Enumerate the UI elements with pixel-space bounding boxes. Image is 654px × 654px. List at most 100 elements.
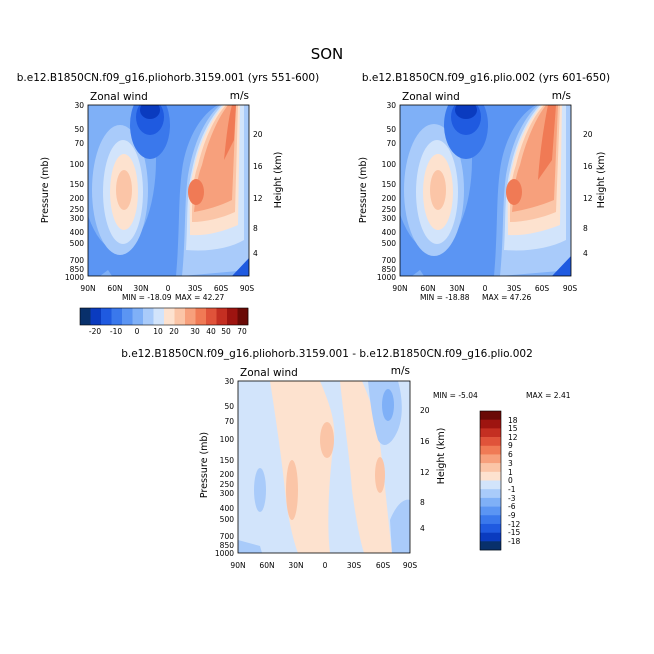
panel-diff: b.e12.B1850CN.f09_g16.pliohorb.3159.001 … — [121, 348, 571, 570]
panel-diff-ytick: 700 — [220, 532, 235, 541]
panel-b-y2tick: 12 — [583, 194, 593, 203]
panel-diff-y2tick: 4 — [420, 524, 425, 533]
panel-diff-ytick: 850 — [220, 541, 235, 550]
panel-b-ytick: 70 — [386, 139, 396, 148]
colorbar-top-label: 20 — [169, 327, 179, 336]
panel-a-ytick: 1000 — [65, 273, 84, 282]
panel-diff-ytick: 300 — [220, 489, 235, 498]
panel-a-y2tick: 20 — [253, 130, 263, 139]
colorbar-diff-swatch — [480, 428, 501, 438]
colorbar-diff-swatch — [480, 541, 501, 551]
panel-diff-title: b.e12.B1850CN.f09_g16.pliohorb.3159.001 … — [121, 348, 533, 360]
panel-b-y2tick: 4 — [583, 249, 588, 258]
colorbar-top-swatch — [216, 308, 228, 325]
panel-a-ytick: 850 — [70, 265, 85, 274]
colorbar-diff-swatch — [480, 463, 501, 473]
panel-a-ytick: 500 — [70, 239, 85, 248]
panel-a-ytick: 50 — [74, 125, 84, 134]
panel-a-title: b.e12.B1850CN.f09_g16.pliohorb.3159.001 … — [17, 72, 319, 84]
colorbar-diff-label: 15 — [508, 424, 518, 433]
panel-a-y2label: Height (km) — [273, 152, 284, 209]
colorbar-top-frame — [79, 307, 249, 326]
panel-b-xtick: 90N — [392, 284, 407, 293]
colorbar-top-labels: -20 -10 0 10 20 30 40 50 70 — [89, 327, 247, 336]
panel-b-max: MAX = 47.26 — [482, 293, 531, 302]
panel-diff-ytick: 100 — [220, 435, 235, 444]
panel-diff-min: MIN = -5.04 — [433, 391, 478, 400]
panel-diff-max: MAX = 2.41 — [526, 391, 571, 400]
panel-b-xtick: 60S — [535, 284, 550, 293]
colorbar-top-swatch — [111, 308, 123, 325]
colorbar-diff-swatch — [480, 411, 501, 420]
colorbar-diff-swatch — [480, 532, 501, 542]
panel-a-y2tick: 8 — [253, 224, 258, 233]
colorbar-diff-label: 0 — [508, 476, 513, 485]
panel-diff-ytick: 200 — [220, 470, 235, 479]
colorbar-top-label: 0 — [135, 327, 140, 336]
colorbar-diff-swatch — [480, 454, 501, 464]
panel-a-ytick: 700 — [70, 256, 85, 265]
panel-b-y2label: Height (km) — [596, 152, 607, 209]
panel-a-y2tick: 12 — [253, 194, 263, 203]
panel-diff-ytick: 150 — [220, 456, 235, 465]
colorbar-top-swatch — [132, 308, 144, 325]
panel-diff-left-label: Zonal wind — [240, 367, 298, 379]
panel-diff-xtick: 30S — [347, 561, 362, 570]
colorbar-diff-label: -6 — [508, 502, 516, 511]
panel-b-ytick: 100 — [382, 160, 397, 169]
panel-b-xtick: 60N — [420, 284, 435, 293]
colorbar-top-swatch — [122, 308, 133, 325]
panel-b-min: MIN = -18.88 — [420, 293, 470, 302]
panel-a-y2tick: 4 — [253, 249, 258, 258]
panel-b-y2-ticks: 20 16 12 8 4 — [583, 130, 593, 258]
panel-b-ytick: 850 — [382, 265, 397, 274]
panel-diff-y2tick: 12 — [420, 468, 430, 477]
colorbar-diff-swatches — [480, 411, 501, 551]
panel-diff-xtick: 30N — [288, 561, 303, 570]
panel-diff-xtick: 60N — [259, 561, 274, 570]
colorbar-diff-swatch — [480, 445, 501, 455]
colorbar-diff-label: 18 — [508, 416, 518, 425]
colorbar-top-swatches — [80, 308, 249, 325]
colorbar-top-label: 40 — [206, 327, 216, 336]
panel-a-ytick: 400 — [70, 228, 85, 237]
colorbar-diff-label: -12 — [508, 520, 520, 529]
colorbar-diff-swatch — [480, 489, 501, 499]
panel-diff-xtick: 0 — [323, 561, 328, 570]
colorbar-diff-swatch — [480, 523, 501, 533]
colorbar-diff-frame — [479, 410, 502, 551]
panel-b-y2tick: 20 — [583, 130, 593, 139]
colorbar-top-swatch — [227, 308, 238, 325]
colorbar-top-swatch — [164, 308, 175, 325]
panel-b-ytick: 300 — [382, 214, 397, 223]
panel-diff-xtick: 60S — [376, 561, 391, 570]
panel-diff-ylabel: Pressure (mb) — [199, 432, 210, 498]
panel-b-y2tick: 8 — [583, 224, 588, 233]
colorbar-top-swatch — [185, 308, 196, 325]
panel-diff-y2-ticks: 20 16 12 8 4 — [420, 406, 430, 533]
panel-diff-y2label: Height (km) — [436, 428, 447, 485]
colorbar-diff-label: -3 — [508, 494, 516, 503]
panel-b-y2tick: 16 — [583, 162, 593, 171]
panel-b-left-label: Zonal wind — [402, 91, 460, 103]
colorbar-top-swatch — [195, 308, 207, 325]
panel-a-ytick: 150 — [70, 180, 85, 189]
colorbar-diff-label: 9 — [508, 441, 513, 450]
panel-diff-xtick: 90N — [230, 561, 245, 570]
colorbar-diff-label: -15 — [508, 528, 520, 537]
panel-a-left-label: Zonal wind — [90, 91, 148, 103]
panel-a-y2-ticks: 20 16 12 8 4 — [253, 130, 263, 258]
panel-b-field — [400, 105, 571, 276]
colorbar-diff-swatch — [480, 471, 501, 481]
colorbar-diff-labels: 18 15 12 9 6 3 1 0 -1 -3 -6 -9 -12 -15 -… — [508, 416, 520, 546]
panel-a-ylabel: Pressure (mb) — [40, 157, 51, 223]
panel-a-xtick: 90S — [240, 284, 255, 293]
panel-b-y-ticks: 30 50 70 100 150 200 250 300 400 500 700… — [377, 101, 396, 282]
colorbar-diff-swatch — [480, 419, 501, 429]
colorbar-diff-label: -1 — [508, 485, 516, 494]
panel-a-xtick: 60N — [107, 284, 122, 293]
figure-title: SON — [311, 45, 344, 63]
colorbar-top-swatch — [153, 308, 165, 325]
panel-b-ytick: 50 — [386, 125, 396, 134]
